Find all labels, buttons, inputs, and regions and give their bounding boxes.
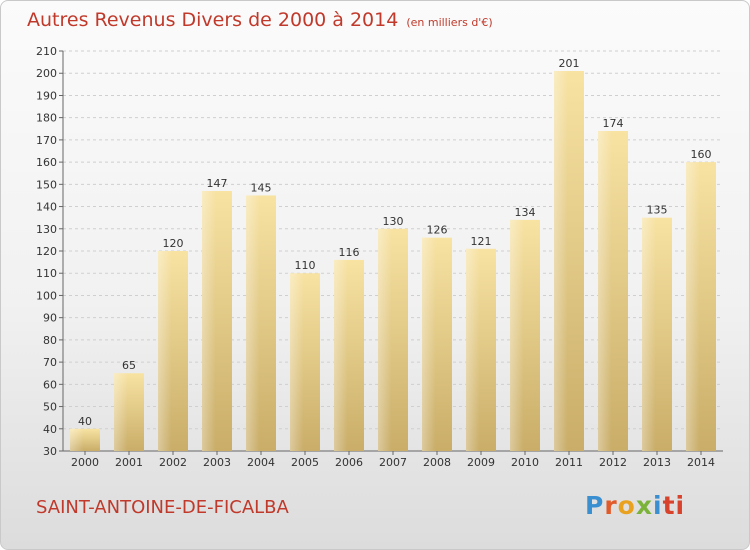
data-label: 145 (251, 181, 272, 194)
data-label: 130 (383, 215, 404, 228)
bar-highlight (246, 195, 260, 451)
x-tick-label: 2003 (203, 456, 231, 469)
data-label: 126 (427, 224, 448, 237)
bar-highlight (554, 71, 568, 451)
bar-highlight (290, 273, 304, 451)
y-tick-label: 100 (36, 289, 57, 302)
data-label: 120 (163, 237, 184, 250)
y-tick-label: 160 (36, 156, 57, 169)
commune-name: SAINT-ANTOINE-DE-FICALBA (36, 497, 289, 518)
bar-highlight (422, 237, 436, 451)
x-tick-label: 2000 (71, 456, 99, 469)
x-tick-label: 2010 (511, 456, 539, 469)
x-tick-label: 2005 (291, 456, 319, 469)
x-tick-label: 2009 (467, 456, 495, 469)
data-label: 40 (78, 415, 92, 428)
bar-highlight (466, 248, 480, 451)
data-label: 201 (559, 57, 580, 70)
y-tick-label: 190 (36, 89, 57, 102)
data-label: 121 (471, 235, 492, 248)
x-tick-label: 2001 (115, 456, 143, 469)
data-label: 134 (515, 206, 536, 219)
y-tick-label: 90 (43, 312, 57, 325)
y-tick-label: 170 (36, 134, 57, 147)
y-tick-label: 70 (43, 356, 57, 369)
y-tick-label: 50 (43, 401, 57, 414)
x-tick-label: 2007 (379, 456, 407, 469)
proxiti-logo: Proxiti (585, 491, 686, 520)
data-label: 174 (603, 117, 624, 130)
y-tick-label: 210 (36, 45, 57, 58)
bar-highlight (598, 131, 612, 451)
chart-subtitle: (en milliers d'€) (406, 16, 493, 29)
y-tick-label: 30 (43, 445, 57, 458)
data-label: 160 (691, 148, 712, 161)
y-tick-label: 120 (36, 245, 57, 258)
y-tick-label: 40 (43, 423, 57, 436)
y-tick-label: 80 (43, 334, 57, 347)
chart-title: Autres Revenus Divers de 2000 à 2014 (en … (27, 9, 493, 31)
x-tick-label: 2004 (247, 456, 275, 469)
data-label: 147 (207, 177, 228, 190)
bar-highlight (686, 162, 700, 451)
data-label: 116 (339, 246, 360, 259)
y-tick-label: 110 (36, 267, 57, 280)
bar-highlight (378, 228, 392, 451)
y-tick-label: 130 (36, 223, 57, 236)
y-tick-label: 150 (36, 178, 57, 191)
y-tick-label: 180 (36, 112, 57, 125)
x-tick-label: 2014 (687, 456, 715, 469)
x-tick-label: 2011 (555, 456, 583, 469)
x-tick-label: 2002 (159, 456, 187, 469)
bar-highlight (334, 259, 348, 451)
bar-highlight (642, 217, 656, 451)
x-tick-label: 2013 (643, 456, 671, 469)
bar-highlight (158, 251, 172, 451)
y-tick-label: 200 (36, 67, 57, 80)
x-tick-label: 2008 (423, 456, 451, 469)
bar-highlight (114, 373, 128, 451)
x-tick-label: 2012 (599, 456, 627, 469)
data-label: 65 (122, 359, 136, 372)
data-label: 110 (295, 259, 316, 272)
bar-highlight (510, 219, 524, 451)
y-tick-label: 140 (36, 201, 57, 214)
bar-highlight (202, 191, 216, 451)
bar-highlight (70, 428, 84, 451)
y-tick-label: 60 (43, 378, 57, 391)
x-tick-label: 2006 (335, 456, 363, 469)
data-label: 135 (647, 204, 668, 217)
